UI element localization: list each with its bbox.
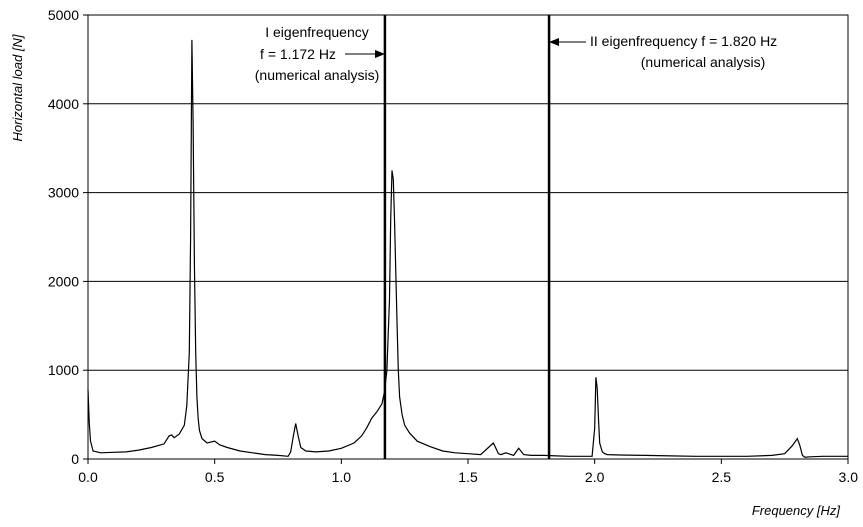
y-axis-title: Horizontal load [N] (10, 34, 25, 141)
y-tick-label: 5000 (48, 7, 79, 23)
y-tick-label: 3000 (48, 185, 79, 201)
annotation-2-arrow (549, 38, 586, 46)
annotation-1-arrow (345, 50, 385, 58)
x-tick-label: 1.5 (458, 469, 478, 485)
annotation-2-line-1: II eigenfrequency f = 1.820 Hz (590, 33, 777, 49)
x-tick-label: 2.5 (712, 469, 732, 485)
annotation-1-line-2: f = 1.172 Hz (260, 46, 336, 62)
x-tick-label: 1.0 (332, 469, 352, 485)
y-tick-label: 4000 (48, 96, 79, 112)
y-tick-labels: 0 1000 2000 3000 4000 5000 (48, 7, 88, 467)
y-tick-label: 0 (71, 451, 79, 467)
x-tick-label: 0.5 (205, 469, 225, 485)
x-axis-title: Frequency [Hz] (752, 503, 841, 518)
grid (88, 103, 848, 371)
y-tick-label: 2000 (48, 273, 79, 289)
x-tick-labels: 0.0 0.5 1.0 1.5 2.0 2.5 3.0 (78, 459, 858, 485)
x-tick-label: 3.0 (839, 469, 859, 485)
annotation-1-line-1: I eigenfrequency (265, 24, 369, 40)
annotation-2-line-2: (numerical analysis) (641, 54, 765, 70)
x-tick-label: 0.0 (78, 469, 98, 485)
y-tick-label: 1000 (48, 362, 79, 378)
x-tick-label: 2.0 (585, 469, 605, 485)
load-series-line (87, 39, 848, 458)
annotation-1-line-3: (numerical analysis) (255, 67, 379, 83)
plot-area (87, 14, 849, 460)
